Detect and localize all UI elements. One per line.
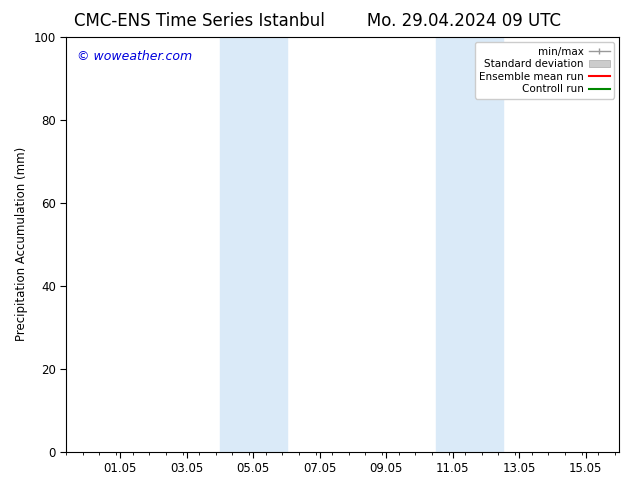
Bar [220,37,287,452]
Text: © woweather.com: © woweather.com [77,49,192,63]
Y-axis label: Precipitation Accumulation (mm): Precipitation Accumulation (mm) [15,147,28,342]
Legend: min/max, Standard deviation, Ensemble mean run, Controll run: min/max, Standard deviation, Ensemble me… [475,42,614,98]
Bar [436,37,503,452]
Text: CMC-ENS Time Series Istanbul        Mo. 29.04.2024 09 UTC: CMC-ENS Time Series Istanbul Mo. 29.04.2… [74,12,560,30]
